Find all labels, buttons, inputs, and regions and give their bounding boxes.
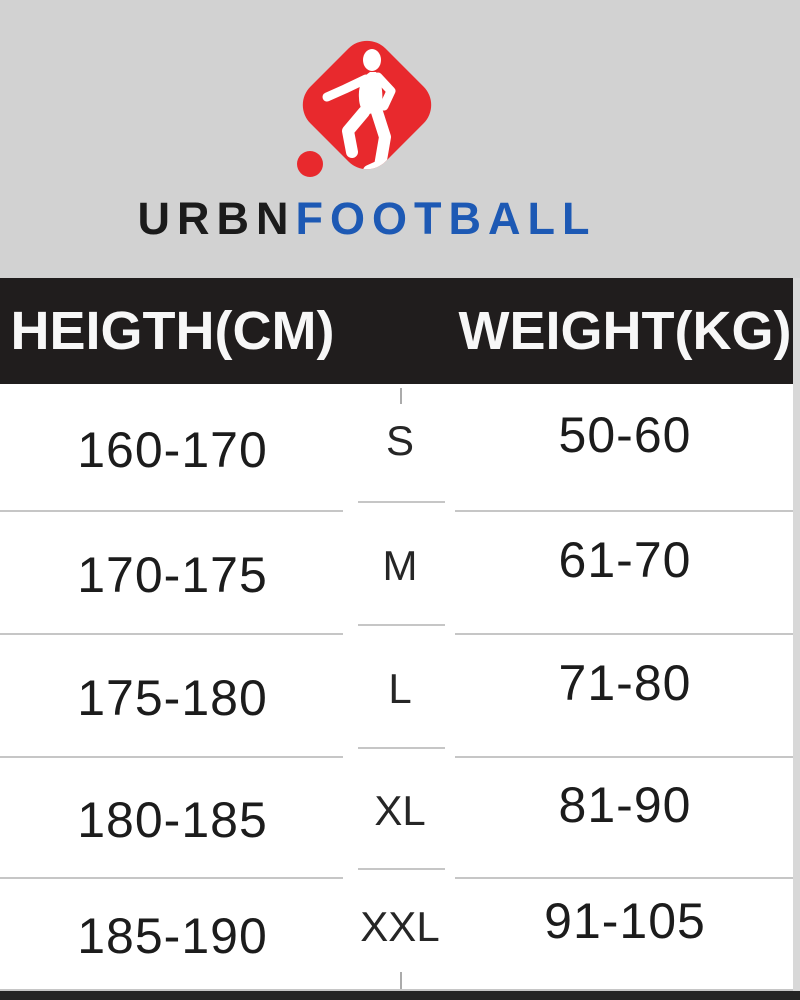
row-divider bbox=[0, 756, 343, 758]
table-row: 180-185 XL 81-90 bbox=[0, 756, 795, 877]
height-cell: 180-185 bbox=[77, 791, 268, 848]
row-divider bbox=[455, 756, 795, 758]
row-divider bbox=[0, 877, 343, 879]
row-divider bbox=[455, 510, 795, 512]
bottom-divider bbox=[0, 989, 795, 991]
row-divider bbox=[455, 633, 795, 635]
table-row: 170-175 M 61-70 bbox=[0, 510, 795, 633]
row-divider bbox=[0, 633, 343, 635]
column-header-height: HEIGTH(CM) bbox=[10, 301, 335, 361]
size-cell: XL bbox=[374, 786, 426, 834]
brand-name-primary: URBN bbox=[137, 192, 296, 244]
size-cell: M bbox=[382, 541, 418, 589]
soccer-player-kicking-icon bbox=[297, 40, 432, 177]
row-divider-middle bbox=[358, 868, 445, 870]
row-divider-middle bbox=[358, 624, 445, 626]
weight-cell: 91-105 bbox=[544, 893, 706, 949]
brand-wordmark: URBN FOOTBALL bbox=[0, 190, 734, 246]
center-column-tick-bottom bbox=[400, 972, 402, 989]
size-cell: XXL bbox=[360, 903, 440, 950]
size-chart-header: HEIGTH(CM) WEIGHT(KG) bbox=[0, 278, 795, 384]
row-divider bbox=[0, 510, 343, 512]
column-header-weight: WEIGHT(KG) bbox=[458, 301, 792, 361]
bottom-bar bbox=[0, 991, 800, 1000]
height-cell: 185-190 bbox=[77, 908, 268, 964]
row-divider bbox=[455, 877, 795, 879]
table-row: 175-180 L 71-80 bbox=[0, 633, 795, 756]
size-chart-body: 160-170 S 50-60 170-175 M 61-70 175-180 … bbox=[0, 384, 795, 989]
table-row: 160-170 S 50-60 bbox=[0, 384, 795, 510]
weight-cell: 50-60 bbox=[558, 407, 692, 463]
height-cell: 170-175 bbox=[77, 546, 268, 603]
brand-name-secondary: FOOTBALL bbox=[295, 192, 597, 244]
row-divider-middle bbox=[358, 747, 445, 749]
row-divider-middle bbox=[358, 501, 445, 503]
center-column-tick-top bbox=[400, 388, 402, 404]
weight-cell: 61-70 bbox=[558, 531, 692, 588]
weight-cell: 71-80 bbox=[558, 654, 692, 711]
weight-cell: 81-90 bbox=[558, 776, 692, 833]
size-cell: L bbox=[388, 664, 412, 712]
right-edge-strip bbox=[793, 278, 800, 1000]
height-cell: 160-170 bbox=[77, 422, 268, 478]
size-cell: S bbox=[385, 417, 414, 464]
column-header-size-spacer bbox=[345, 278, 455, 384]
height-cell: 175-180 bbox=[77, 669, 268, 726]
table-row: 185-190 XXL 91-105 bbox=[0, 877, 795, 989]
brand-section: URBN FOOTBALL bbox=[0, 0, 800, 278]
